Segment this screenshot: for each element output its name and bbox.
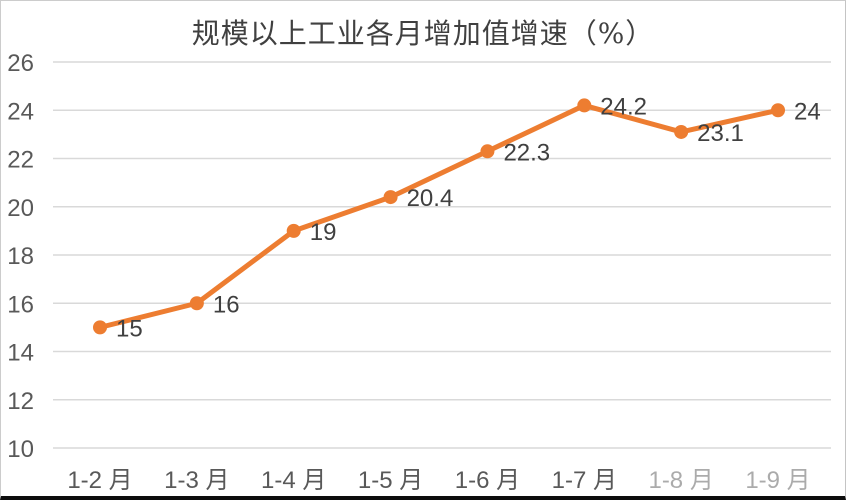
y-axis-tick-label: 22: [7, 147, 34, 174]
data-point-marker: [674, 124, 689, 139]
data-point-marker: [286, 223, 301, 238]
data-point-marker: [577, 98, 592, 113]
x-axis-tick-label: 1-4 月: [261, 467, 326, 494]
y-axis-tick-label: 24: [7, 98, 34, 125]
y-axis-tick-label: 14: [7, 340, 34, 367]
data-point-label: 15: [116, 315, 143, 342]
data-point-marker: [480, 144, 495, 159]
data-point-label: 20.4: [407, 185, 454, 212]
y-axis-tick-label: 20: [7, 195, 34, 222]
data-point-marker: [383, 190, 398, 205]
data-point-label: 23.1: [697, 120, 744, 147]
x-axis-tick-label: 1-9 月: [745, 467, 810, 494]
x-axis-tick-label: 1-3 月: [164, 467, 229, 494]
chart-title: 规模以上工业各月增加值增速（%）: [191, 17, 655, 50]
data-point-label: 16: [213, 291, 240, 318]
x-axis-tick-label: 1-7 月: [552, 467, 617, 494]
data-point-label: 19: [310, 219, 337, 246]
y-axis-tick-label: 26: [7, 50, 34, 77]
data-point-marker: [189, 296, 204, 311]
x-axis-tick-label: 1-2 月: [67, 467, 132, 494]
data-point-label: 24: [794, 98, 821, 125]
data-point-marker: [771, 103, 786, 118]
series-line: [97, 102, 781, 330]
data-point-marker: [93, 320, 107, 335]
x-axis-tick-label: 1-5 月: [358, 467, 423, 494]
y-axis-tick-label: 18: [7, 243, 34, 270]
data-point-label: 24.2: [600, 93, 647, 120]
x-axis-tick-label: 1-8 月: [648, 467, 713, 494]
x-axis-tick-label: 1-6 月: [455, 467, 520, 494]
y-axis-tick-label: 12: [7, 388, 34, 415]
y-axis-tick-label: 10: [7, 436, 34, 463]
data-point-label: 22.3: [503, 139, 550, 166]
y-axis-tick-label: 16: [7, 291, 34, 318]
